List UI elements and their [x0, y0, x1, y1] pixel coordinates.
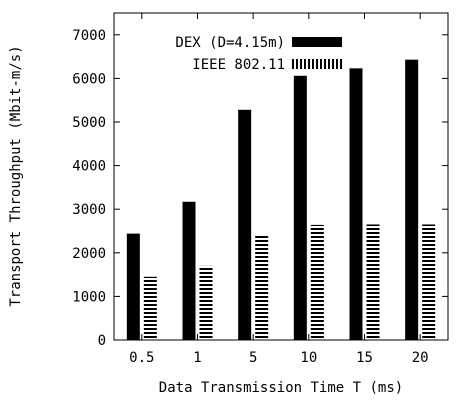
plot-frame [113, 12, 449, 341]
bar-ieee-10 [310, 224, 324, 340]
x-tick-label: 1 [193, 350, 201, 366]
bar-dex-10 [293, 75, 307, 340]
chart-marks [126, 59, 436, 341]
bar-ieee-0.5 [143, 276, 157, 340]
y-tick-label: 2000 [72, 246, 106, 262]
legend-swatch-1 [292, 59, 342, 69]
y-tick-label: 3000 [72, 202, 106, 218]
y-axis-label: Transport Throughput (Mbit-m/s) [8, 45, 24, 306]
y-tick-label: 1000 [72, 289, 106, 305]
y-axis: 0 1000 2000 3000 4000 5000 6000 7000 [72, 28, 448, 349]
x-axis-label: Data Transmission Time T (ms) [159, 380, 403, 396]
bar-dex-20 [405, 59, 419, 340]
bar-dex-15 [349, 68, 363, 340]
x-tick-label: 10 [300, 350, 317, 366]
legend-swatch-0 [292, 37, 342, 47]
y-tick-label: 5000 [72, 115, 106, 131]
bar-ieee-15 [366, 224, 380, 340]
x-tick-label: 0.5 [129, 350, 154, 366]
x-tick-label: 20 [412, 350, 429, 366]
bar-dex-0.5 [126, 233, 140, 340]
x-axis: 0.5 1 5 10 15 20 [129, 13, 429, 366]
legend: DEX (D=4.15m) IEEE 802.11 [175, 35, 342, 73]
bar-ieee-5 [255, 234, 269, 340]
bar-ieee-20 [422, 224, 436, 340]
bar-dex-5 [238, 109, 252, 341]
x-tick-label: 5 [249, 350, 257, 366]
y-tick-label: 4000 [72, 159, 106, 175]
bar-dex-1 [182, 201, 196, 340]
y-tick-label: 0 [98, 333, 106, 349]
bar-ieee-1 [199, 265, 213, 340]
x-tick-label: 15 [356, 350, 373, 366]
y-tick-label: 6000 [72, 71, 106, 87]
y-tick-label: 7000 [72, 28, 106, 44]
legend-label-0: DEX (D=4.15m) [175, 35, 285, 51]
legend-label-1: IEEE 802.11 [192, 57, 285, 73]
